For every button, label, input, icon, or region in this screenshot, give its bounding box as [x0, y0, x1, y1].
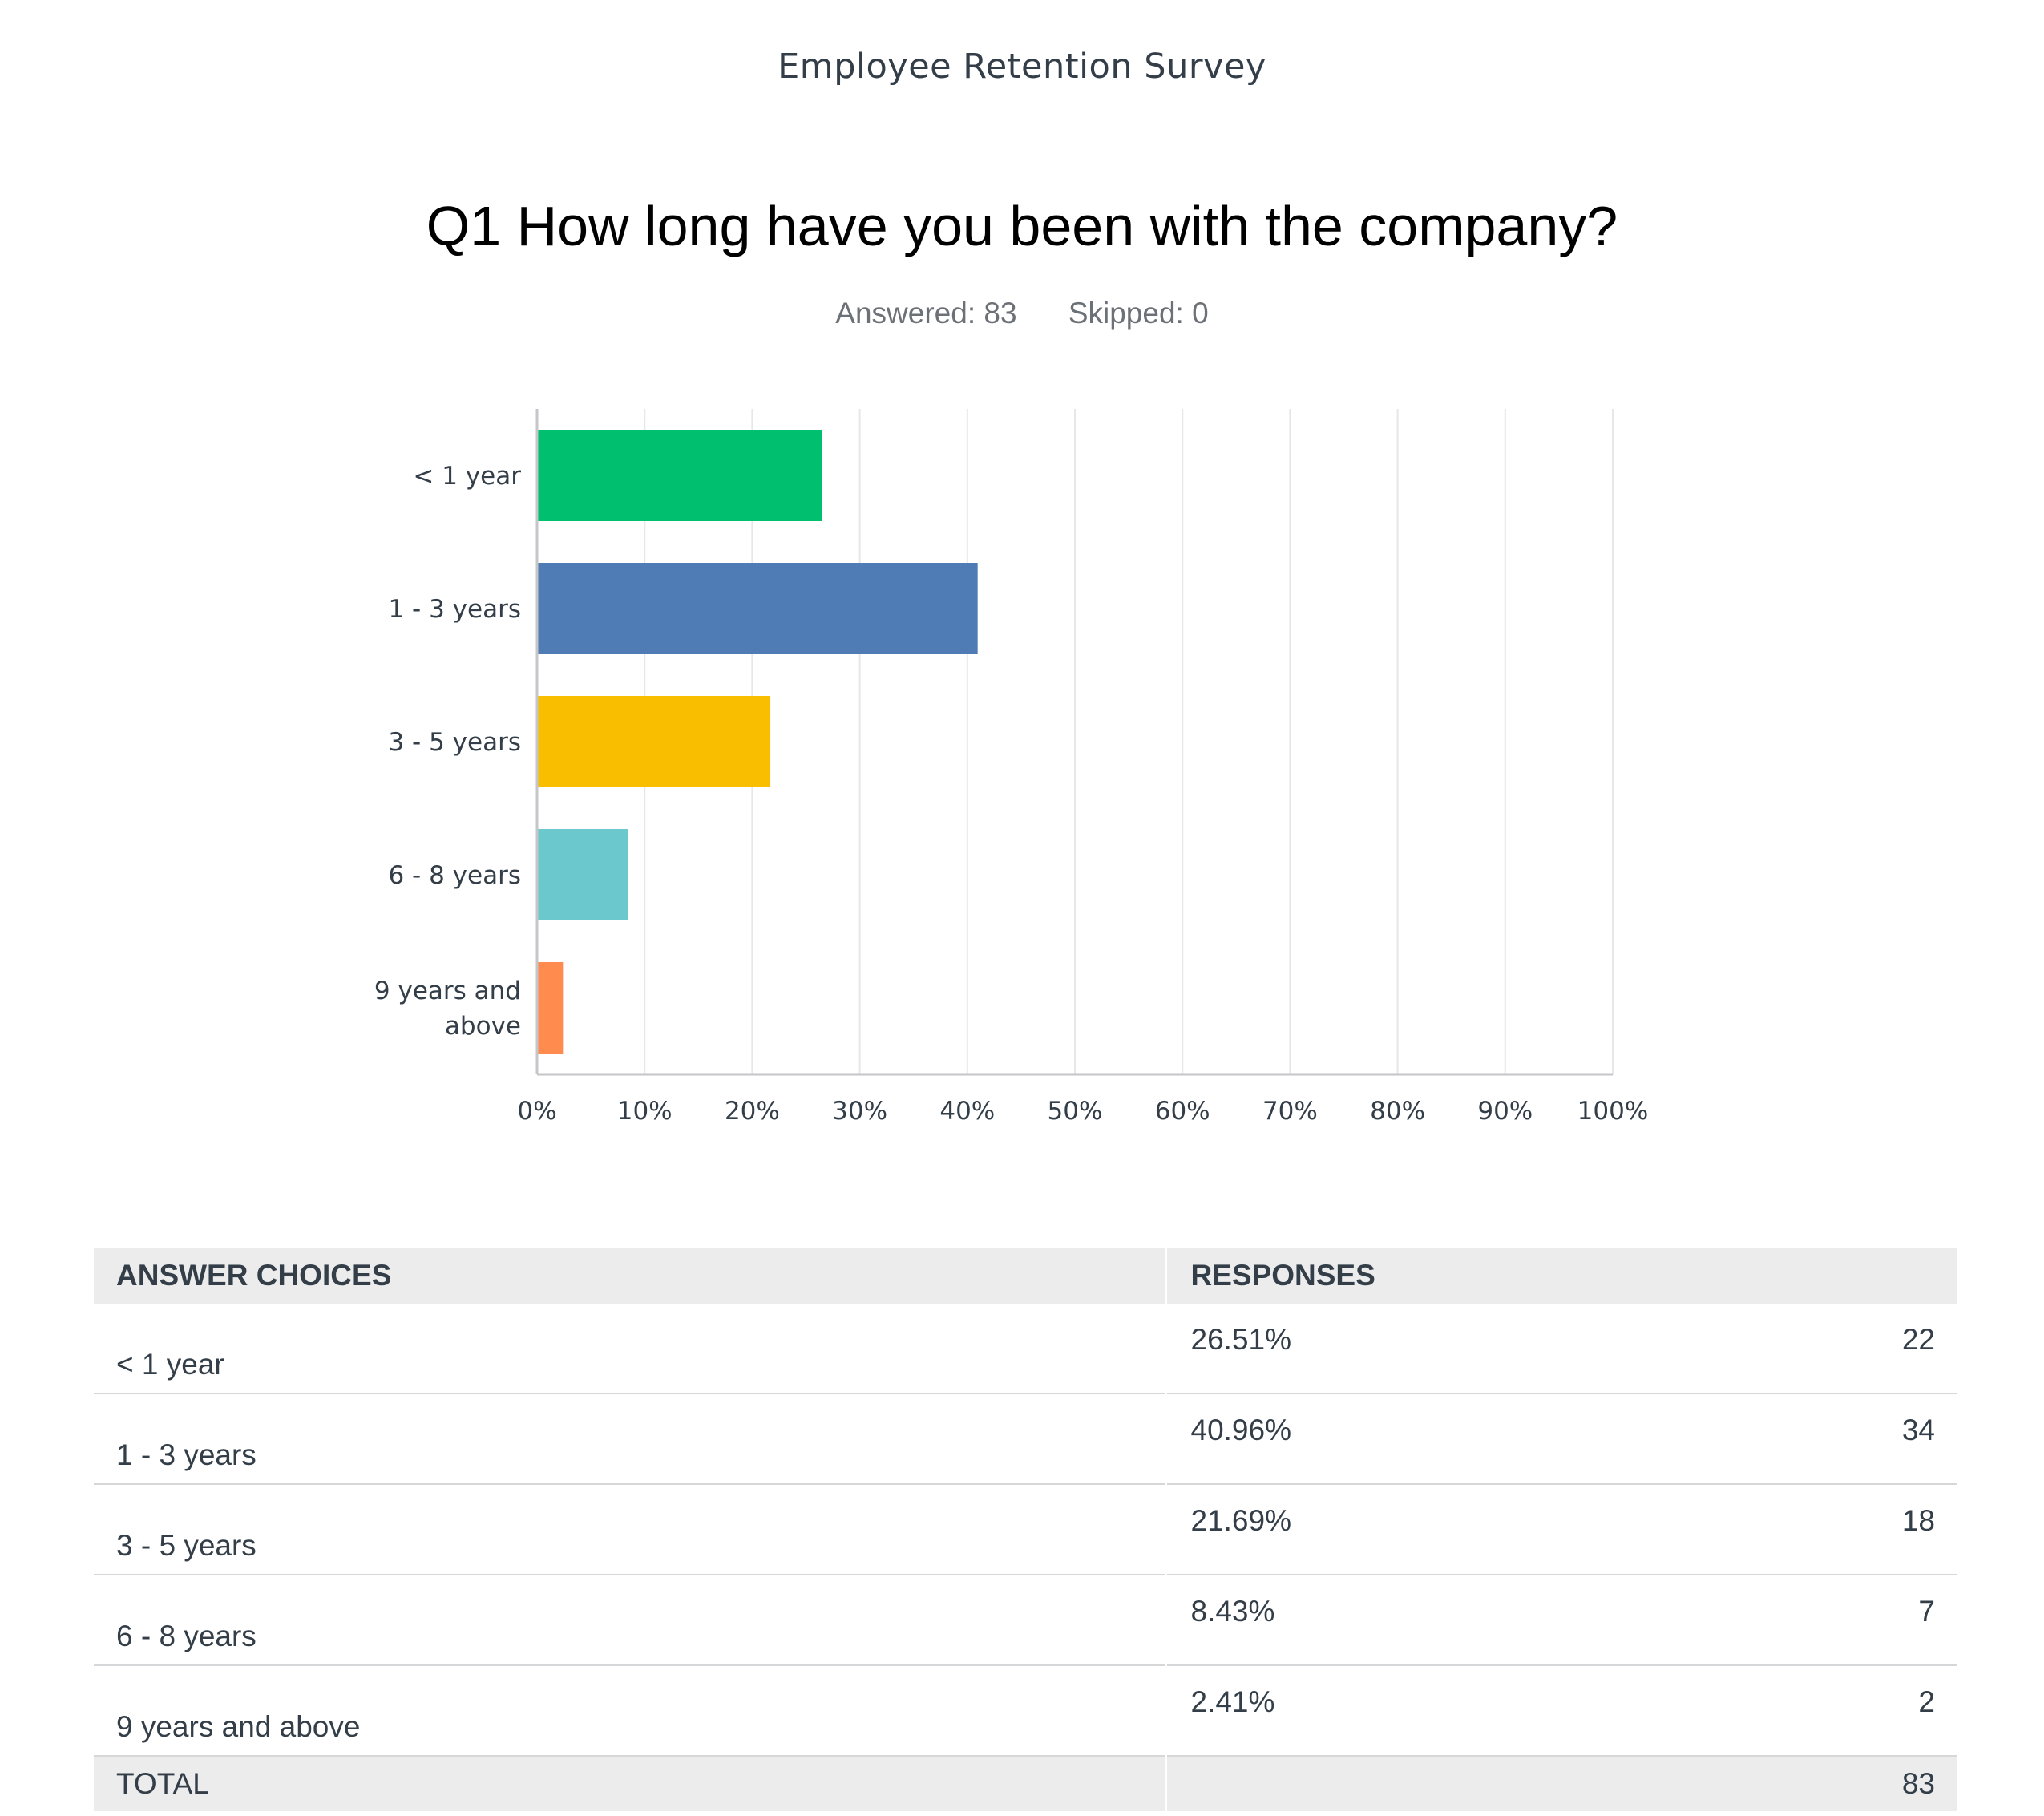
- chart-category-labels: < 1 year 1 - 3 years 3 - 5 years 6 - 8 year…: [374, 462, 521, 1041]
- row-response: 26.51% 22: [1165, 1304, 1957, 1394]
- table-row: 3 - 5 years 21.69% 18: [94, 1484, 1957, 1575]
- row-response: 40.96% 34: [1165, 1393, 1957, 1485]
- bar-chart: < 1 year 1 - 3 years 3 - 5 years 6 - 8 year…: [374, 409, 1648, 1126]
- category-label: 1 - 3 years: [388, 595, 521, 624]
- chart-tick-labels: 0% 10% 20% 30% 40% 50% 60% 70% 80% 90% 100%: [517, 1097, 1648, 1126]
- row-response: 2.41% 2: [1165, 1665, 1957, 1757]
- x-tick-label: 10%: [617, 1097, 673, 1126]
- x-tick-label: 30%: [832, 1097, 887, 1126]
- row-percent: 2.41%: [1190, 1685, 1275, 1718]
- x-tick-label: 50%: [1048, 1097, 1103, 1126]
- bar: [537, 563, 978, 654]
- table-row: 6 - 8 years 8.43% 7: [94, 1575, 1957, 1666]
- header-answer-choices: ANSWER CHOICES: [94, 1248, 1167, 1304]
- x-tick-label: 80%: [1370, 1097, 1425, 1126]
- bar: [537, 696, 771, 787]
- bar: [537, 962, 564, 1054]
- chart-axes: [535, 409, 1613, 1076]
- table-row: 9 years and above 2.41% 2: [94, 1665, 1957, 1757]
- total-count: 83: [1165, 1756, 1957, 1811]
- skipped-count: Skipped: 0: [1068, 297, 1209, 330]
- bar: [537, 829, 628, 920]
- row-choice: < 1 year: [94, 1304, 1167, 1394]
- x-tick-label: 70%: [1262, 1097, 1318, 1126]
- table-row: < 1 year 26.51% 22: [94, 1304, 1957, 1394]
- x-tick-label: 20%: [725, 1097, 780, 1126]
- table-row: 1 - 3 years 40.96% 34: [94, 1393, 1957, 1485]
- category-label: < 1 year: [413, 462, 521, 491]
- survey-title: Employee Retention Survey: [778, 47, 1266, 87]
- row-count: 7: [1918, 1595, 1935, 1628]
- x-tick-label: 60%: [1155, 1097, 1210, 1126]
- row-percent: 40.96%: [1190, 1414, 1292, 1446]
- question-title: Q1 How long have you been with the compa…: [426, 195, 1618, 257]
- response-stats: Answered: 83 Skipped: 0: [0, 297, 2044, 330]
- category-label: 9 years and above: [374, 977, 521, 1041]
- chart-bars: [537, 430, 978, 1054]
- row-count: 18: [1901, 1504, 1935, 1537]
- x-tick-label: 0%: [517, 1097, 556, 1126]
- row-choice: 3 - 5 years: [94, 1484, 1167, 1575]
- x-tick-label: 40%: [939, 1097, 995, 1126]
- table-total-row: TOTAL 83: [94, 1756, 1957, 1811]
- row-count: 34: [1901, 1414, 1935, 1446]
- category-label: 3 - 5 years: [388, 728, 521, 757]
- answered-count: Answered: 83: [835, 297, 1017, 330]
- row-count: 22: [1901, 1323, 1935, 1356]
- row-choice: 9 years and above: [94, 1665, 1167, 1757]
- row-response: 8.43% 7: [1165, 1575, 1957, 1666]
- x-tick-label: 90%: [1477, 1097, 1533, 1126]
- row-count: 2: [1918, 1685, 1935, 1718]
- row-percent: 21.69%: [1190, 1504, 1292, 1537]
- responses-table: ANSWER CHOICES RESPONSES < 1 year 26.51%…: [94, 1248, 1957, 1811]
- header-responses: RESPONSES: [1165, 1248, 1957, 1304]
- row-choice: 1 - 3 years: [94, 1393, 1167, 1485]
- category-label: 6 - 8 years: [388, 861, 521, 890]
- row-response: 21.69% 18: [1165, 1484, 1957, 1575]
- row-percent: 26.51%: [1190, 1323, 1292, 1356]
- row-choice: 6 - 8 years: [94, 1575, 1167, 1666]
- bar: [537, 430, 822, 521]
- table-header-row: ANSWER CHOICES RESPONSES: [94, 1248, 1957, 1304]
- total-label: TOTAL: [94, 1756, 1167, 1811]
- x-tick-label: 100%: [1577, 1097, 1649, 1126]
- row-percent: 8.43%: [1190, 1595, 1275, 1628]
